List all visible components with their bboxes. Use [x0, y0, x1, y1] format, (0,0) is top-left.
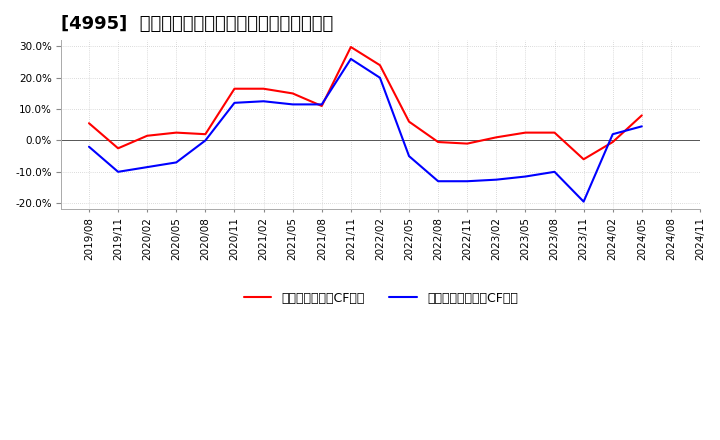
有利子負債営業CF比率 [550, 130, 559, 135]
Line: 有利子負債フリーCF比率: 有利子負債フリーCF比率 [89, 59, 642, 202]
有利子負債フリーCF比率 [405, 154, 413, 159]
有利子負債フリーCF比率 [550, 169, 559, 175]
有利子負債営業CF比率 [143, 133, 151, 139]
有利子負債営業CF比率 [405, 119, 413, 124]
有利子負債フリーCF比率 [346, 56, 355, 62]
有利子負債フリーCF比率 [637, 124, 646, 129]
有利子負債フリーCF比率 [463, 179, 472, 184]
Line: 有利子負債営業CF比率: 有利子負債営業CF比率 [89, 47, 642, 159]
有利子負債営業CF比率 [85, 121, 94, 126]
有利子負債営業CF比率 [114, 146, 122, 151]
有利子負債営業CF比率 [346, 44, 355, 50]
Legend: 有利子負債営業CF比率, 有利子負債フリーCF比率: 有利子負債営業CF比率, 有利子負債フリーCF比率 [238, 287, 523, 310]
有利子負債フリーCF比率 [376, 75, 384, 81]
有利子負債フリーCF比率 [114, 169, 122, 175]
有利子負債フリーCF比率 [521, 174, 530, 179]
有利子負債営業CF比率 [172, 130, 181, 135]
有利子負債営業CF比率 [434, 139, 443, 145]
有利子負債営業CF比率 [580, 157, 588, 162]
有利子負債フリーCF比率 [318, 102, 326, 107]
有利子負債営業CF比率 [492, 135, 500, 140]
有利子負債営業CF比率 [288, 91, 297, 96]
有利子負債フリーCF比率 [172, 160, 181, 165]
有利子負債営業CF比率 [637, 113, 646, 118]
有利子負債フリーCF比率 [580, 199, 588, 204]
有利子負債フリーCF比率 [492, 177, 500, 182]
有利子負債フリーCF比率 [259, 99, 268, 104]
Text: [4995]  有利子負債キャッシュフロー比率の推移: [4995] 有利子負債キャッシュフロー比率の推移 [61, 15, 333, 33]
有利子負債営業CF比率 [318, 103, 326, 109]
有利子負債営業CF比率 [521, 130, 530, 135]
有利子負債営業CF比率 [376, 62, 384, 68]
有利子負債営業CF比率 [608, 139, 617, 145]
有利子負債フリーCF比率 [434, 179, 443, 184]
有利子負債営業CF比率 [230, 86, 239, 92]
有利子負債フリーCF比率 [201, 138, 210, 143]
有利子負債フリーCF比率 [288, 102, 297, 107]
有利子負債フリーCF比率 [85, 144, 94, 149]
有利子負債フリーCF比率 [230, 100, 239, 106]
有利子負債フリーCF比率 [608, 132, 617, 137]
有利子負債営業CF比率 [201, 132, 210, 137]
有利子負債営業CF比率 [463, 141, 472, 146]
有利子負債営業CF比率 [259, 86, 268, 92]
有利子負債フリーCF比率 [143, 165, 151, 170]
